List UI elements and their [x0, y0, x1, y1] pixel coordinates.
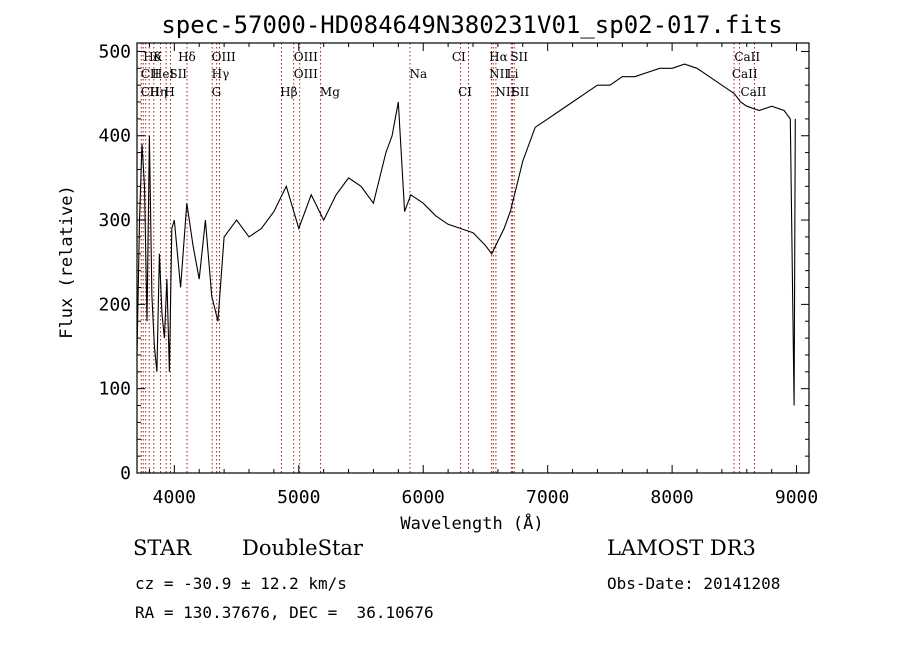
spectral-line-label: G	[212, 85, 222, 99]
spectral-line-label: Hδ	[178, 50, 196, 64]
y-tick-label: 200	[98, 294, 131, 315]
spectral-line-label: Hδ	[143, 50, 161, 64]
spectral-line-label: H	[164, 85, 174, 99]
spectral-line-label: CaII	[741, 85, 767, 99]
spectral-line-label: OIII	[294, 67, 318, 81]
spectral-line-label: Li	[507, 67, 519, 81]
spectral-line-label: CI	[458, 85, 472, 99]
x-axis-ticks: 4000 5000 6000 7000 8000 9000	[148, 43, 818, 508]
y-tick-label: 100	[98, 379, 131, 400]
spectral-line-label: CII	[141, 85, 160, 99]
spectral-line-label: CaII	[732, 67, 758, 81]
spectral-line-label: HeI	[152, 67, 175, 81]
y-tick-label: 500	[98, 41, 131, 62]
spectral-line-label: NII	[489, 67, 509, 81]
spectral-line-label: CaII	[734, 50, 760, 64]
spectral-line-label: Hη	[149, 85, 167, 99]
spectral-line-label: Hα	[489, 50, 508, 64]
spectral-line-label: Mg	[320, 85, 340, 99]
coordinates-text: RA = 130.37676, DEC = 36.10676	[135, 603, 434, 622]
object-class: STAR	[133, 536, 192, 560]
spectral-line-label: SII	[510, 50, 528, 64]
y-tick-label: 300	[98, 210, 131, 231]
spectral-line-label: Hβ	[280, 85, 297, 99]
line-marker-group	[140, 43, 755, 473]
spectrum-series	[136, 63, 796, 406]
spectral-line-label: K	[153, 50, 163, 64]
spectral-line-label: OIII	[212, 50, 236, 64]
redshift-text: cz = -30.9 ± 12.2 km/s	[135, 574, 347, 593]
spectral-line-label: SII	[169, 67, 187, 81]
spectral-line-label: CI	[452, 50, 466, 64]
spectral-line-label: OIII	[294, 50, 318, 64]
plot-frame	[136, 42, 810, 474]
x-axis-label: Wavelength (Å)	[400, 512, 543, 534]
x-tick-label: 8000	[650, 487, 693, 508]
spectrum-line	[136, 63, 796, 406]
y-axis-label: Flux (relative)	[57, 185, 77, 339]
observation-date: Obs-Date: 20141208	[607, 574, 781, 593]
chart-title: spec-57000-HD084649N380231V01_sp02-017.f…	[161, 11, 782, 39]
x-tick-label: 9000	[775, 487, 818, 508]
y-tick-label: 0	[120, 463, 131, 484]
spectral-line-label: Hγ	[212, 67, 230, 81]
x-tick-label: 5000	[277, 487, 320, 508]
x-tick-label: 6000	[402, 487, 445, 508]
x-tick-label: 7000	[526, 487, 569, 508]
y-tick-label: 400	[98, 126, 131, 147]
y-axis-ticks: 0 100 200 300 400 500	[98, 41, 809, 484]
spectral-line-label: NII	[495, 85, 515, 99]
survey-label: LAMOST DR3	[607, 536, 756, 560]
x-tick-label: 4000	[153, 487, 196, 508]
object-subclass: DoubleStar	[242, 536, 363, 560]
spectral-line-label: SII	[512, 85, 530, 99]
spectral-line-label: CII	[141, 67, 160, 81]
spectral-line-label: Na	[410, 67, 428, 81]
